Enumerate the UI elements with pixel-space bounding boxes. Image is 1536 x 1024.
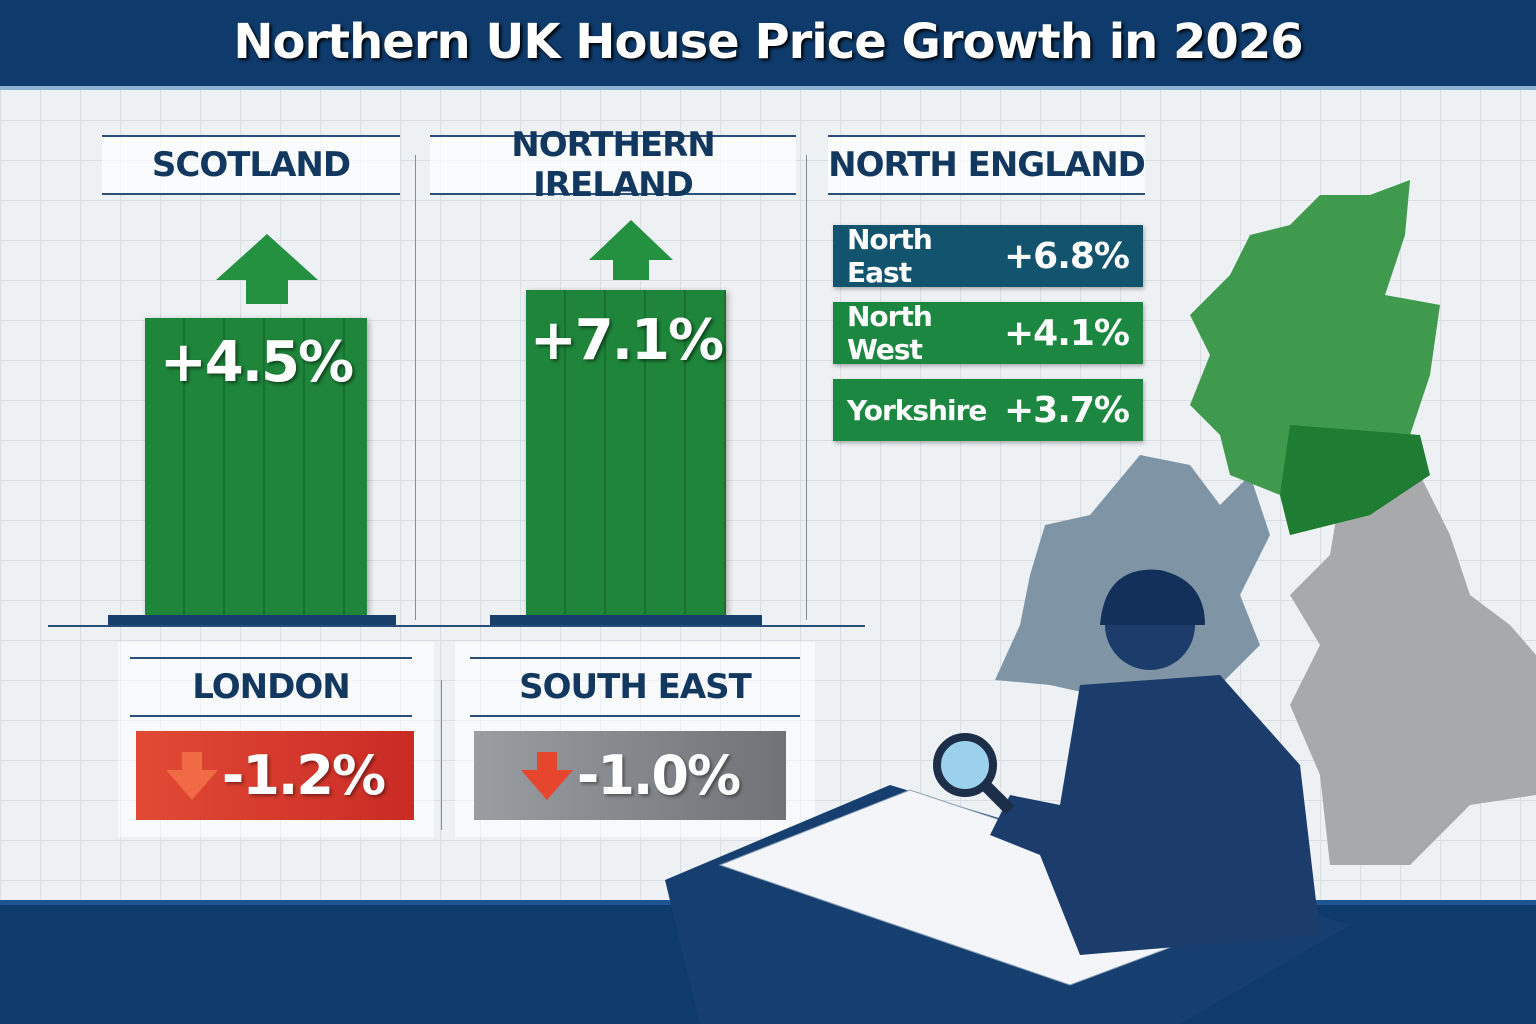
region-value: +6.8% bbox=[1003, 235, 1130, 277]
scotland-bar: +4.5% bbox=[145, 318, 367, 615]
magnifying-glass-icon bbox=[933, 733, 997, 797]
north-england-header: NORTH ENGLAND bbox=[828, 135, 1146, 195]
scotland-header: SCOTLAND bbox=[102, 135, 400, 195]
region-name: Yorkshire bbox=[847, 393, 987, 427]
south-east-value-box: -1.0% bbox=[474, 731, 786, 820]
england-shape bbox=[1290, 425, 1536, 865]
region-row-yorkshire: Yorkshire +3.7% bbox=[833, 379, 1143, 441]
bar-base bbox=[490, 615, 762, 625]
south-east-value: -1.0% bbox=[576, 744, 741, 807]
northern-ireland-value: +7.1% bbox=[529, 308, 724, 373]
page-title: Northern UK House Price Growth in 2026 bbox=[233, 14, 1303, 70]
bar-base bbox=[108, 615, 396, 625]
up-arrow-icon bbox=[216, 234, 318, 304]
analyst-body bbox=[990, 675, 1320, 955]
london-header: LONDON bbox=[130, 657, 412, 717]
down-arrow-icon bbox=[165, 751, 218, 800]
region-value: +4.1% bbox=[1003, 312, 1130, 354]
london-value: -1.2% bbox=[221, 744, 386, 807]
scotland-value: +4.5% bbox=[159, 330, 354, 395]
down-arrow-icon bbox=[520, 751, 573, 800]
divider bbox=[806, 155, 807, 620]
divider bbox=[441, 680, 442, 830]
region-value: +3.7% bbox=[1003, 389, 1130, 431]
hard-hat-icon bbox=[1100, 569, 1205, 625]
north-england-shape bbox=[1280, 425, 1430, 535]
region-name: North East bbox=[847, 223, 933, 289]
south-east-header: SOUTH EAST bbox=[470, 657, 800, 717]
london-value-box: -1.2% bbox=[136, 731, 414, 820]
northern-ireland-bar: +7.1% bbox=[526, 290, 726, 615]
uk-map-illustration bbox=[995, 180, 1536, 865]
region-row-north-west: North West +4.1% bbox=[833, 300, 1143, 366]
analyst-illustration bbox=[665, 569, 1350, 1024]
region-row-north-east: North East +6.8% bbox=[833, 223, 1143, 289]
baseline bbox=[48, 625, 865, 627]
header-banner bbox=[0, 0, 1536, 90]
region-name: North West bbox=[847, 300, 933, 366]
up-arrow-icon bbox=[589, 220, 673, 280]
divider bbox=[415, 155, 416, 620]
northern-ireland-header: NORTHERN IRELAND bbox=[430, 125, 796, 205]
